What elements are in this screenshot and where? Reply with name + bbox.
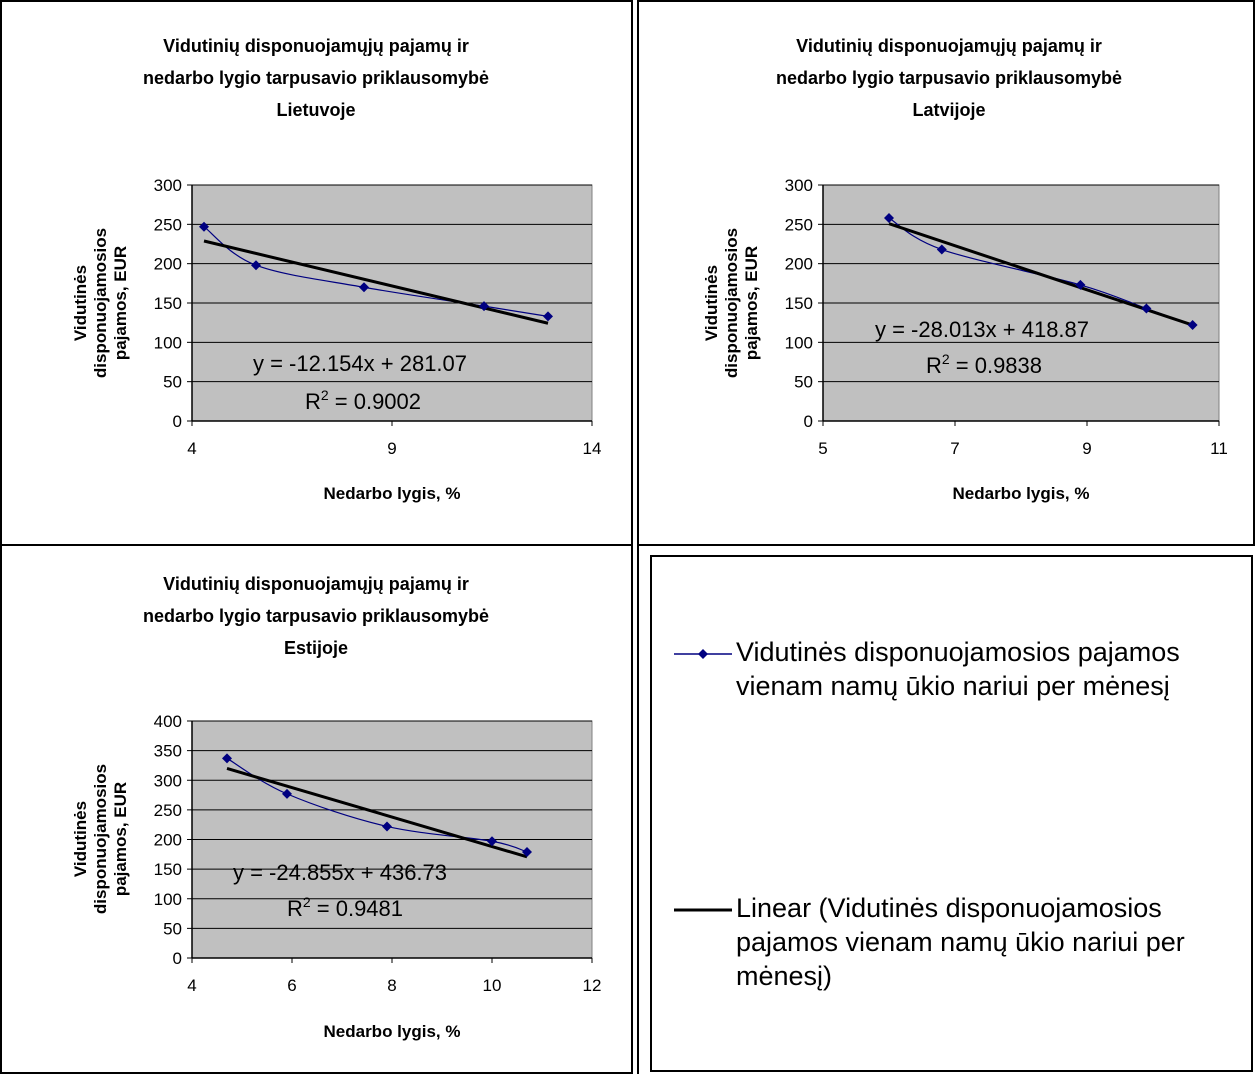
data-point (1075, 279, 1086, 290)
trendline (203, 239, 549, 325)
x-tick-label: 4 (187, 439, 196, 458)
trendline-equation: y = -28.013x + 418.87 (875, 317, 1089, 342)
data-point (479, 301, 489, 312)
y-tick-label: 150 (785, 294, 813, 313)
x-tick-label: 12 (583, 976, 602, 995)
y-tick-label: 100 (154, 333, 182, 352)
data-point (251, 260, 261, 271)
trendline-equation: y = -12.154x + 281.07 (253, 351, 467, 376)
y-tick-label: 100 (154, 890, 182, 909)
chart-legend: Vidutinės disponuojamosios pajamos viena… (650, 555, 1253, 1072)
chart-title: nedarbo lygio tarpusavio priklausomybė (776, 68, 1122, 88)
y-axis-label: disponuojamosios (722, 228, 741, 378)
r-squared-label: R2 = 0.9002 (305, 387, 421, 414)
trendline (226, 767, 528, 859)
panel-separator (631, 0, 639, 1074)
chart-title: nedarbo lygio tarpusavio priklausomybė (143, 606, 489, 626)
x-tick-label: 10 (483, 976, 502, 995)
chart-title: nedarbo lygio tarpusavio priklausomybė (143, 68, 489, 88)
y-tick-label: 300 (154, 176, 182, 195)
trendline-equation: y = -24.855x + 436.73 (233, 860, 447, 885)
chart-lithuania: Vidutinių disponuojamųjų pajamų ir nedarb… (71, 36, 602, 503)
r-squared-label: R2 = 0.9838 (926, 351, 1042, 378)
y-tick-label: 200 (154, 831, 182, 850)
y-tick-label: 50 (163, 373, 182, 392)
legend-trendline-icon (674, 908, 732, 912)
chart-estonia: Vidutinių disponuojamųjų pajamų ir nedarb… (71, 574, 602, 1041)
chart-title: Vidutinių disponuojamųjų pajamų ir (163, 574, 469, 594)
x-axis-label: Nedarbo lygis, % (324, 1022, 461, 1041)
data-point (282, 788, 292, 799)
y-tick-label: 150 (154, 294, 182, 313)
y-axis-label: pajamos, EUR (111, 246, 130, 360)
y-tick-label: 50 (163, 919, 182, 938)
y-axis-label: disponuojamosios (91, 228, 110, 378)
data-point (359, 282, 369, 293)
y-axis-label: pajamos, EUR (742, 246, 761, 360)
y-axis-label: Vidutinės (71, 801, 90, 877)
y-tick-label: 0 (804, 412, 813, 431)
chart-title: Vidutinių disponuojamųjų pajamų ir (796, 36, 1102, 56)
y-tick-label: 400 (154, 712, 182, 731)
y-axis-label: pajamos, EUR (111, 782, 130, 896)
data-point (1187, 320, 1198, 331)
chart-title: Estijoje (284, 638, 348, 658)
y-tick-label: 250 (785, 215, 813, 234)
data-point (199, 221, 209, 232)
y-tick-label: 150 (154, 860, 182, 879)
x-axis-label: Nedarbo lygis, % (953, 484, 1090, 503)
y-tick-label: 0 (173, 949, 182, 968)
x-tick-label: 4 (187, 976, 196, 995)
x-tick-label: 8 (387, 976, 396, 995)
r-squared-label: R2 = 0.9481 (287, 894, 403, 921)
x-tick-label: 7 (950, 439, 959, 458)
data-point (543, 311, 553, 322)
x-tick-label: 9 (387, 439, 396, 458)
data-point (1141, 303, 1152, 314)
x-tick-label: 5 (818, 439, 827, 458)
data-point (487, 836, 497, 847)
chart-title: Lietuvoje (276, 100, 355, 120)
chart-title: Latvijoje (912, 100, 985, 120)
chart-title: Vidutinių disponuojamųjų pajamų ir (163, 36, 469, 56)
data-point (884, 213, 894, 224)
legend-item-trendline: Linear (Vidutinės disponuojamosios pajam… (672, 891, 1236, 993)
x-tick-label: 6 (287, 976, 296, 995)
data-point (936, 244, 947, 255)
x-tick-label: 14 (583, 439, 602, 458)
y-axis-label: disponuojamosios (91, 764, 110, 914)
y-tick-label: 250 (154, 215, 182, 234)
y-tick-label: 300 (785, 176, 813, 195)
y-tick-label: 100 (785, 333, 813, 352)
y-tick-label: 200 (154, 255, 182, 274)
y-tick-label: 50 (794, 373, 813, 392)
x-axis-label: Nedarbo lygis, % (324, 484, 461, 503)
x-tick-label: 9 (1082, 439, 1091, 458)
legend-series-marker-icon (674, 649, 732, 659)
y-tick-label: 300 (154, 771, 182, 790)
y-axis-label: Vidutinės (71, 265, 90, 341)
x-tick-label: 11 (1210, 439, 1228, 458)
y-tick-label: 350 (154, 742, 182, 761)
legend-item-series: Vidutinės disponuojamosios pajamos viena… (672, 635, 1236, 703)
legend-trendline-label: Linear (Vidutinės disponuojamosios pajam… (736, 893, 1185, 991)
y-tick-label: 250 (154, 801, 182, 820)
legend-series-label: Vidutinės disponuojamosios pajamos viena… (736, 637, 1180, 701)
data-point (222, 753, 232, 764)
data-point (522, 846, 532, 857)
data-point (382, 821, 392, 832)
y-tick-label: 200 (785, 255, 813, 274)
chart-latvia: Vidutinių disponuojamųjų pajamų ir nedarb… (702, 36, 1228, 503)
y-axis-label: Vidutinės (702, 265, 721, 341)
y-tick-label: 0 (173, 412, 182, 431)
